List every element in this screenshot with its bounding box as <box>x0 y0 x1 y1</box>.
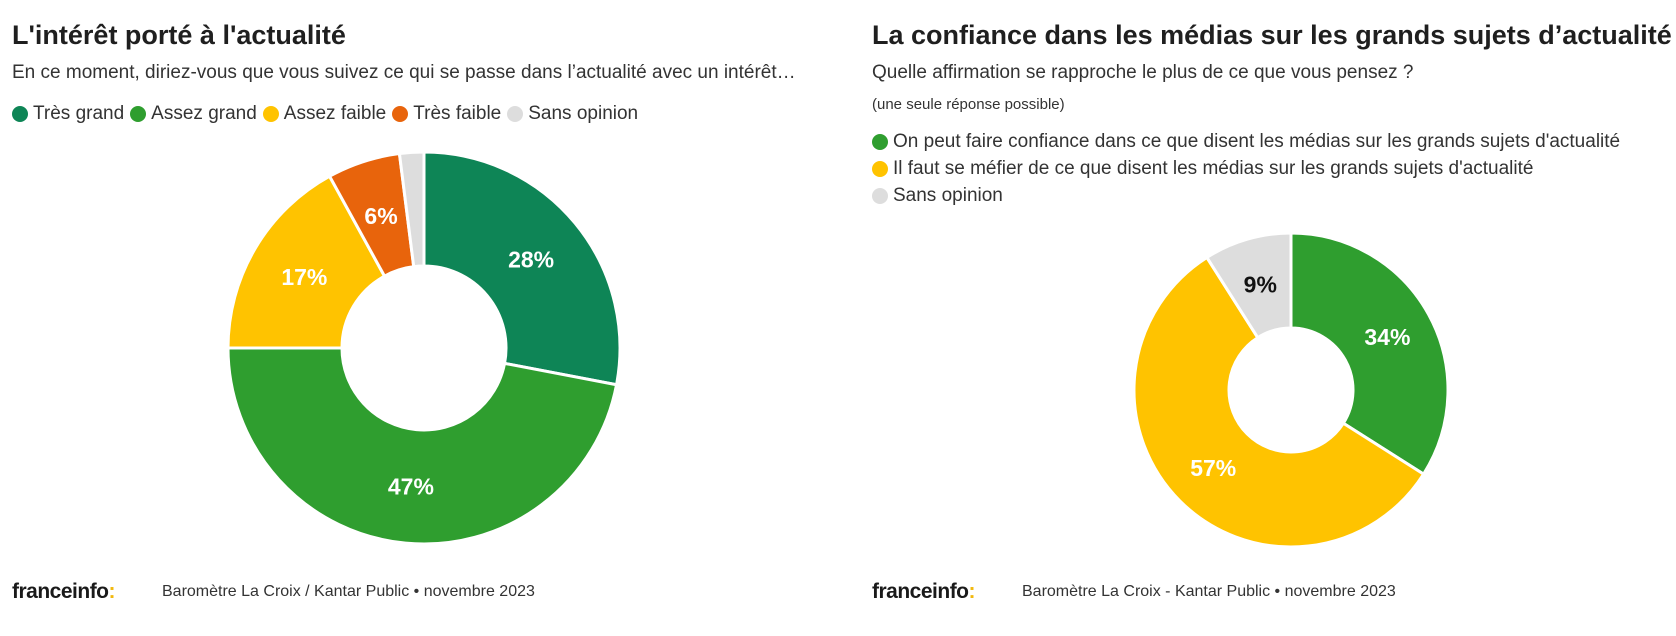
donut-slice <box>1132 255 1426 549</box>
source-credit: Baromètre La Croix / Kantar Public • nov… <box>162 583 535 600</box>
legend-label: Très faible <box>413 103 502 124</box>
slice-label: 28% <box>508 246 554 272</box>
slice-label: 17% <box>281 264 327 290</box>
legend-item: On peut faire confiance dans ce que dise… <box>872 131 1620 153</box>
franceinfo-logo: franceinfo: <box>12 580 116 603</box>
donut-slice <box>422 150 622 387</box>
chart-panel-trust: La confiance dans les médias sur les gra… <box>860 0 1676 636</box>
slice-label: 34% <box>1364 324 1410 350</box>
slice-label: 6% <box>364 203 397 229</box>
legend-item: Assez grand <box>130 103 257 125</box>
chart-title: La confiance dans les médias sur les gra… <box>872 20 1672 50</box>
legend-label: Sans opinion <box>893 185 1003 206</box>
slice-label: 57% <box>1190 455 1236 481</box>
legend-label: Très grand <box>33 103 125 124</box>
chart-note: (une seule réponse possible) <box>872 96 1065 113</box>
chart-panel-interest: L'intérêt porté à l'actualité En ce mome… <box>12 20 796 604</box>
chart-footer: franceinfo: Baromètre La Croix / Kantar … <box>12 580 535 604</box>
legend-item: Sans opinion <box>507 103 638 125</box>
legend-swatch <box>872 161 888 177</box>
legend-label: Assez grand <box>151 103 257 124</box>
legend-label: Il faut se méfier de ce que disent les m… <box>893 158 1534 179</box>
donut-slice <box>226 174 387 350</box>
chart-subtitle: En ce moment, diriez-vous que vous suive… <box>12 62 796 83</box>
chart-subtitle: Quelle affirmation se rapproche le plus … <box>872 62 1414 83</box>
legend-swatch <box>872 134 888 150</box>
legend-label: Assez faible <box>283 103 387 124</box>
legend-swatch <box>872 188 888 204</box>
legend-item: Très grand <box>12 103 124 125</box>
legend-item: Très faible <box>392 103 501 125</box>
legend-item: Il faut se méfier de ce que disent les m… <box>872 158 1620 180</box>
chart-title: L'intérêt porté à l'actualité <box>12 20 346 50</box>
legend-swatch <box>262 106 279 122</box>
donut-slice <box>1289 231 1450 477</box>
legend-swatch <box>507 106 524 122</box>
legend: On peut faire confiance dans ce que dise… <box>872 131 1620 207</box>
legend-swatch <box>12 106 28 122</box>
franceinfo-logo: franceinfo: <box>872 580 976 603</box>
legend-swatch <box>130 106 147 122</box>
slice-label: 9% <box>1244 271 1277 297</box>
donut-chart-trust: 34% 57% 9% <box>1132 231 1450 549</box>
source-credit: Baromètre La Croix - Kantar Public • nov… <box>1022 583 1396 600</box>
chart-footer: franceinfo: Baromètre La Croix - Kantar … <box>872 580 1396 604</box>
donut-slice <box>1204 231 1293 340</box>
donut-chart-interest: 28% 47% 17% 6% <box>226 150 622 546</box>
legend-swatch <box>392 106 409 122</box>
donut-slice <box>397 150 426 269</box>
legend: Très grand Assez grand Assez faible Très… <box>12 103 638 125</box>
donut-slice <box>226 346 619 546</box>
slice-label: 47% <box>388 473 434 499</box>
legend-item: Assez faible <box>262 103 387 125</box>
legend-label: On peut faire confiance dans ce que dise… <box>893 131 1621 152</box>
legend-item: Sans opinion <box>872 185 1620 207</box>
legend-label: Sans opinion <box>528 103 639 124</box>
